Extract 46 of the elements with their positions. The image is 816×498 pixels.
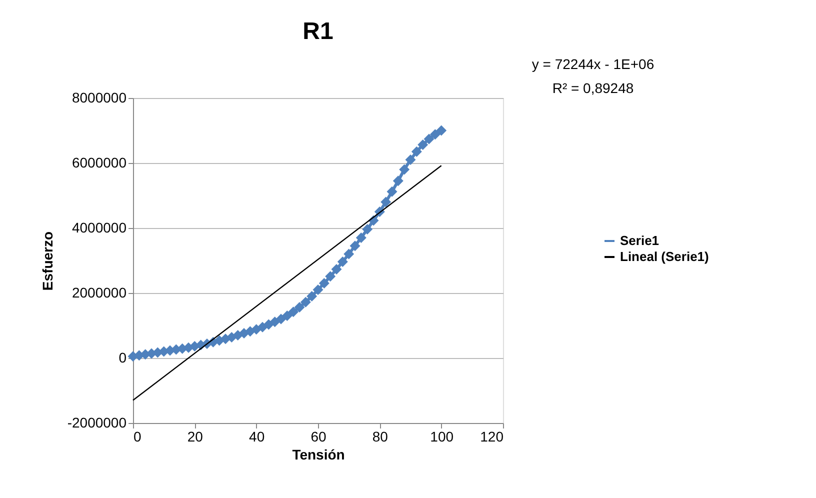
point xyxy=(337,256,348,268)
y-tick-label: 4000000 xyxy=(72,220,127,236)
point xyxy=(276,314,286,324)
legend-label: Serie1 xyxy=(620,233,660,248)
x-axis-title: Tensión xyxy=(292,446,345,462)
point xyxy=(405,154,416,165)
point xyxy=(411,146,422,157)
point xyxy=(350,240,360,252)
x-tick-label: 40 xyxy=(249,428,265,444)
point xyxy=(356,232,366,243)
chart-title: R1 xyxy=(302,18,334,45)
point xyxy=(430,129,440,140)
point xyxy=(263,319,274,330)
x-tick-label: 20 xyxy=(187,428,204,444)
point xyxy=(312,284,324,295)
x-tick-label: 60 xyxy=(310,428,326,444)
text: y = 72244x - 1E+06 xyxy=(532,56,654,72)
point xyxy=(344,248,354,260)
x-tick-label: 100 xyxy=(430,428,454,444)
point xyxy=(306,291,318,302)
point xyxy=(331,264,342,275)
y-tick-label: 0 xyxy=(118,350,127,366)
y-tick-label: 2000000 xyxy=(72,284,127,300)
point xyxy=(418,140,428,150)
point xyxy=(288,306,299,318)
y-tick-label: -2000000 xyxy=(67,414,127,430)
text: R² = 0,89248 xyxy=(552,80,634,96)
point xyxy=(318,278,330,288)
point xyxy=(392,176,404,186)
point xyxy=(436,125,447,136)
point xyxy=(424,134,434,144)
y-axis-title: Esfuerzo xyxy=(39,231,56,291)
point xyxy=(300,296,311,308)
x-tick-label: 80 xyxy=(372,428,388,444)
point xyxy=(386,186,398,197)
y-tick-label: 8000000 xyxy=(72,90,127,106)
point xyxy=(294,302,305,313)
point xyxy=(282,310,292,321)
legend-label: Lineal (Serie1) xyxy=(620,249,709,264)
y-tick-label: 6000000 xyxy=(72,154,127,170)
point xyxy=(362,224,373,235)
x-tick-label: 0 xyxy=(134,428,142,444)
x-tick-label: 120 xyxy=(480,428,504,444)
point xyxy=(399,164,410,175)
point xyxy=(380,196,392,208)
point xyxy=(325,271,336,282)
